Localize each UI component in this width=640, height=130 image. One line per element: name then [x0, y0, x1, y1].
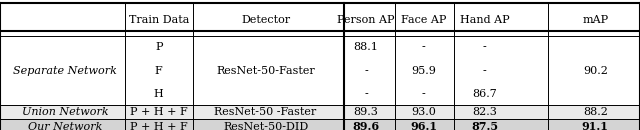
Text: Our Network: Our Network [28, 122, 102, 130]
Bar [0, 119, 640, 130]
Text: F: F [155, 66, 163, 76]
Text: Person AP: Person AP [337, 15, 395, 25]
Text: 91.1: 91.1 [582, 121, 609, 130]
Text: 86.7: 86.7 [472, 89, 497, 99]
Text: -: - [364, 66, 368, 76]
Text: -: - [483, 43, 486, 52]
Text: 90.2: 90.2 [583, 66, 607, 76]
Text: 93.0: 93.0 [412, 108, 436, 117]
Text: P + H + F: P + H + F [130, 108, 188, 117]
Text: 88.2: 88.2 [583, 108, 607, 117]
Text: Separate Network: Separate Network [13, 66, 117, 76]
Text: Union Network: Union Network [22, 108, 109, 117]
Text: Detector: Detector [241, 15, 290, 25]
Text: P: P [155, 43, 163, 52]
Text: -: - [364, 89, 368, 99]
Text: 96.1: 96.1 [410, 121, 437, 130]
Text: H: H [154, 89, 164, 99]
Text: Hand AP: Hand AP [460, 15, 509, 25]
Text: 89.3: 89.3 [354, 108, 378, 117]
Text: 88.1: 88.1 [354, 43, 378, 52]
Text: ResNet-50-Faster: ResNet-50-Faster [216, 66, 315, 76]
Text: -: - [422, 43, 426, 52]
Text: 82.3: 82.3 [472, 108, 497, 117]
Text: ResNet-50 -Faster: ResNet-50 -Faster [214, 108, 317, 117]
Text: mAP: mAP [582, 15, 608, 25]
Text: -: - [483, 66, 486, 76]
Text: P + H + F: P + H + F [130, 122, 188, 130]
Text: ResNet-50-DID: ResNet-50-DID [223, 122, 308, 130]
Text: 89.6: 89.6 [353, 121, 380, 130]
Text: 87.5: 87.5 [471, 121, 498, 130]
Bar [0, 105, 640, 119]
Text: Face AP: Face AP [401, 15, 446, 25]
Text: 95.9: 95.9 [412, 66, 436, 76]
Text: -: - [422, 89, 426, 99]
Text: Train Data: Train Data [129, 15, 189, 25]
